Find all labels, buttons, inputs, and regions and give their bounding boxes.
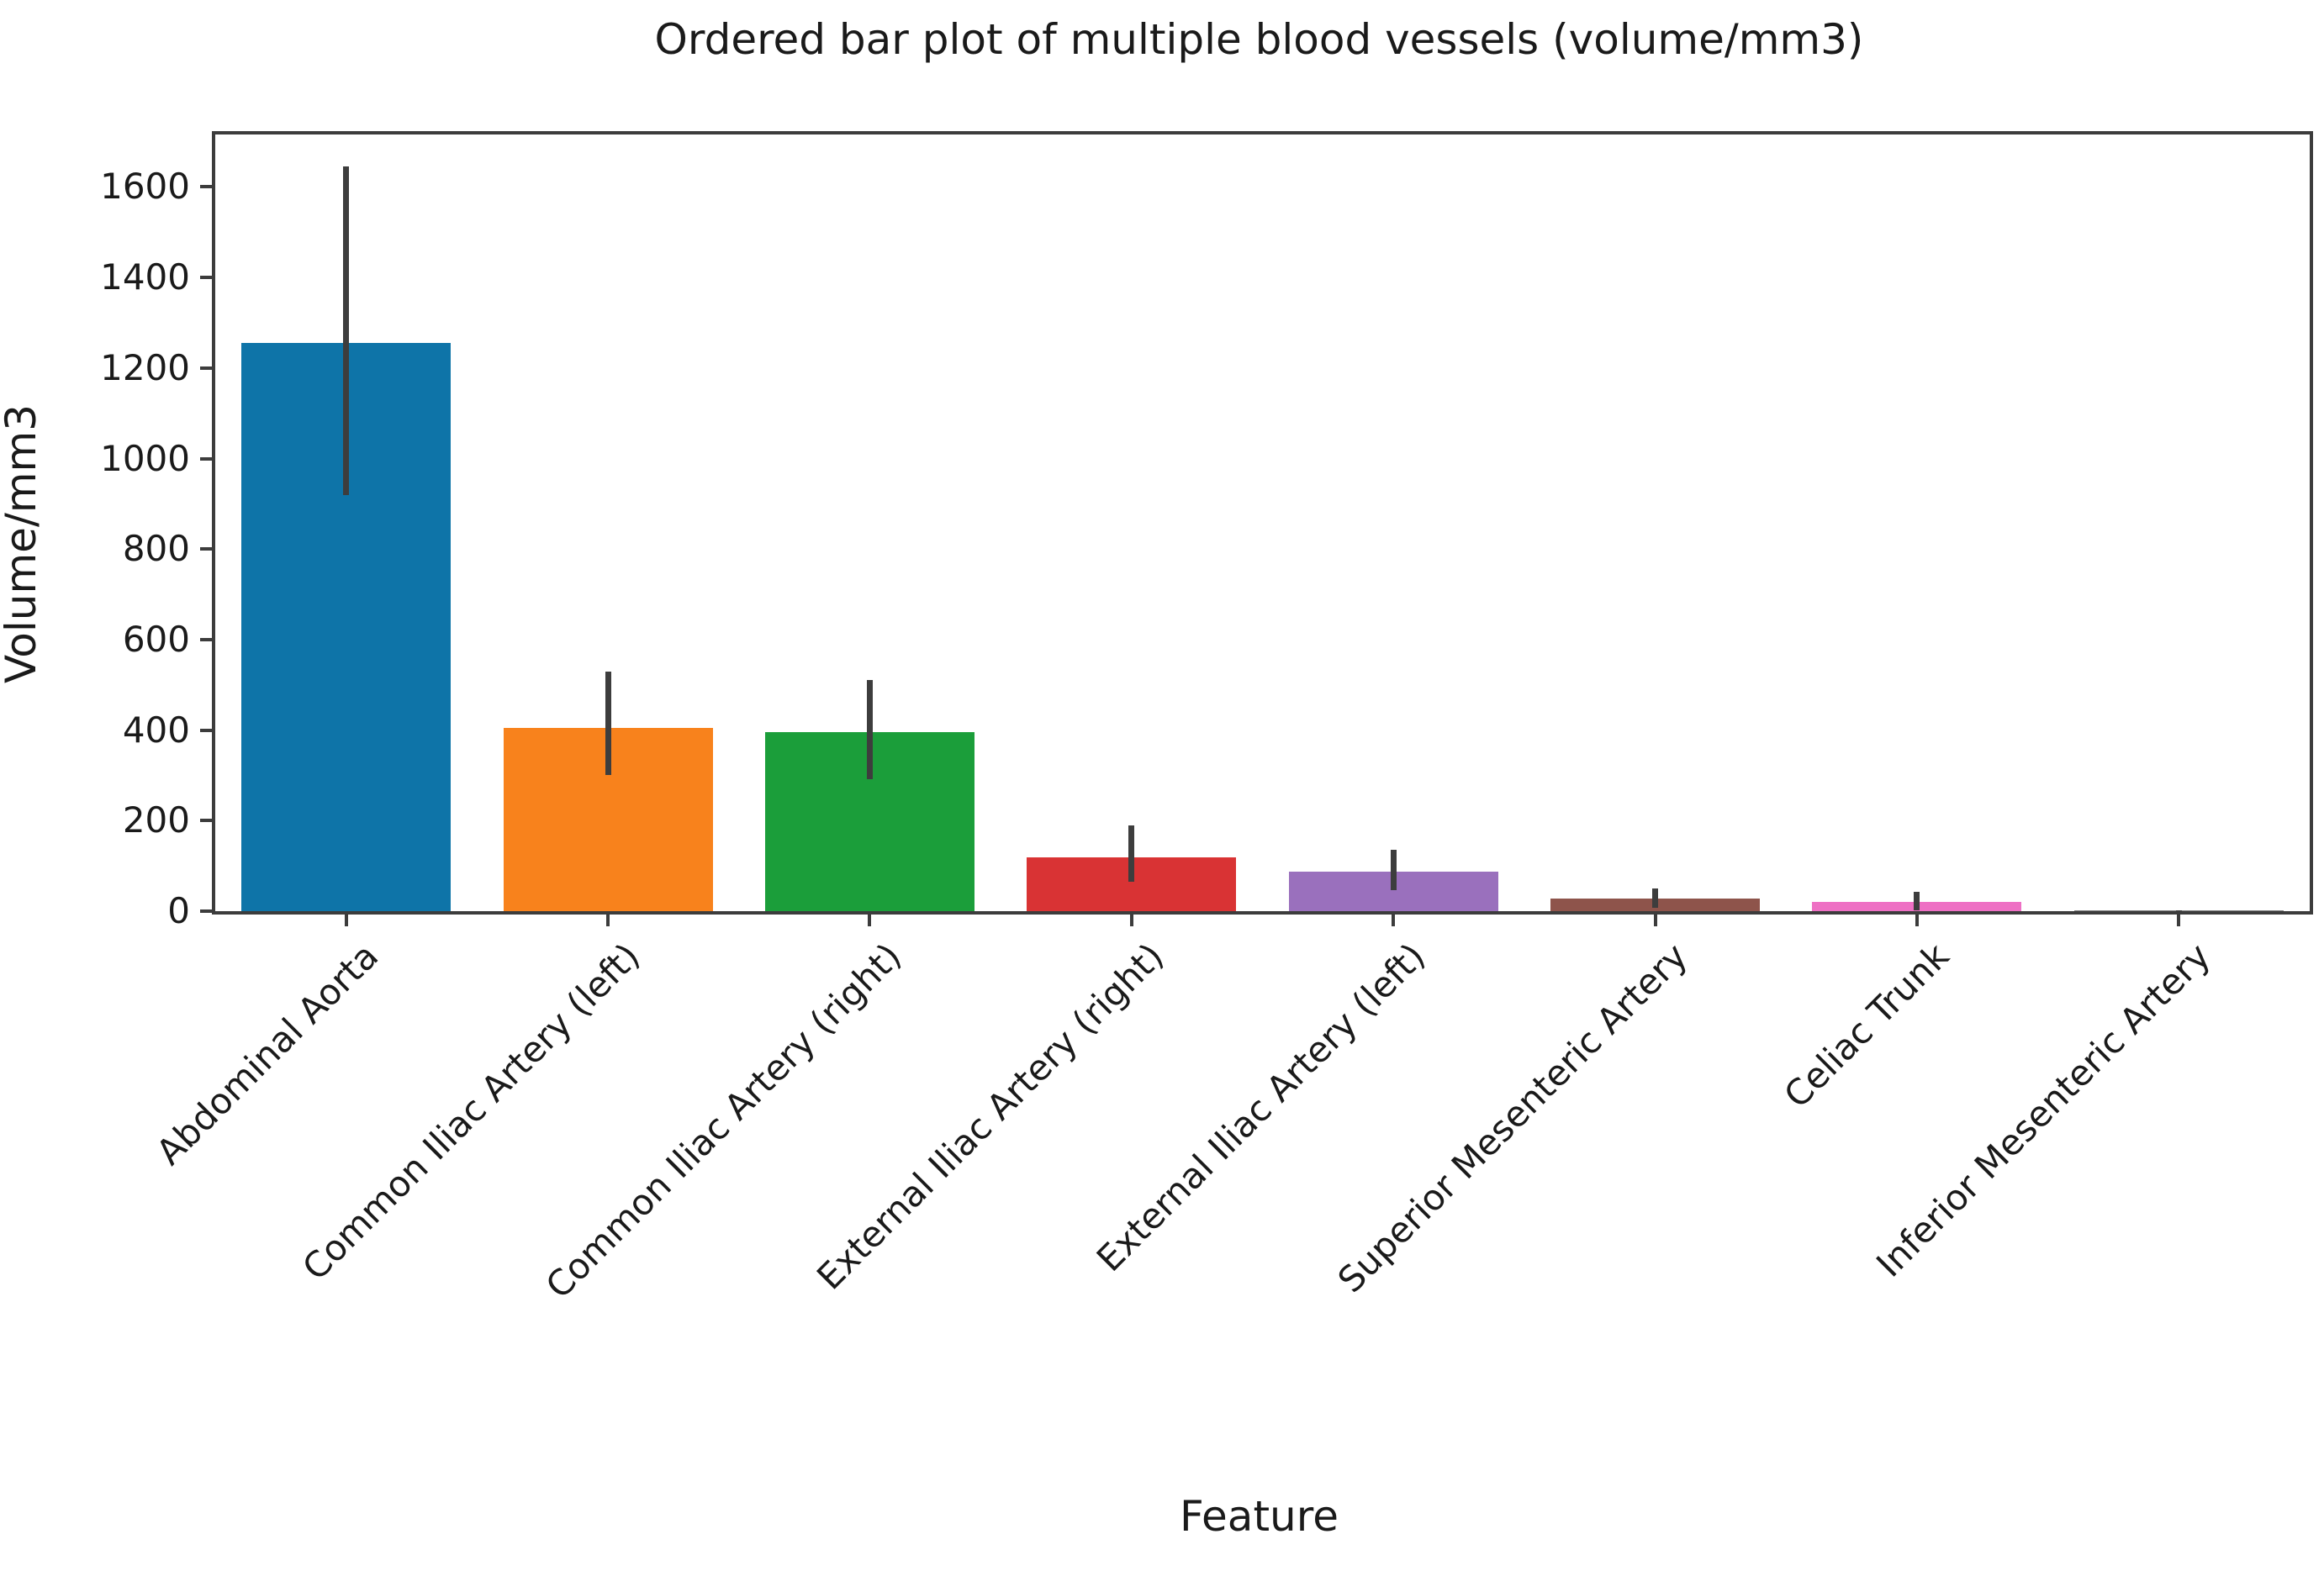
error-bar-common-iliac-artery-left: [605, 671, 611, 776]
plot-area: [212, 131, 2313, 915]
error-bar-abdominal-aorta: [343, 166, 350, 495]
y-axis-tick-mark: [200, 366, 212, 370]
y-axis-tick-label: 200: [122, 799, 190, 841]
y-axis-tick-label: 800: [122, 528, 190, 570]
y-axis-tick-label: 400: [122, 709, 190, 751]
x-axis-tick-mark: [1653, 915, 1657, 926]
x-axis-tick-mark: [868, 915, 872, 926]
y-axis-tick-label: 1200: [100, 346, 190, 388]
y-axis-tick-mark: [200, 185, 212, 189]
y-axis-label: Volume/mm3: [0, 403, 45, 684]
y-axis-tick-label: 1600: [100, 166, 190, 208]
y-axis-tick-mark: [200, 637, 212, 641]
y-axis-tick-mark: [200, 909, 212, 913]
y-axis-tick-mark: [200, 728, 212, 732]
error-bar-celiac-trunk: [1914, 891, 1920, 910]
x-axis-tick-mark: [606, 915, 610, 926]
y-axis-tick-label: 0: [167, 890, 190, 931]
x-axis-tick-mark: [344, 915, 348, 926]
y-axis-tick-label: 1400: [100, 256, 190, 298]
x-axis-tick-mark: [1915, 915, 1919, 926]
x-axis-tick-mark: [1129, 915, 1133, 926]
y-axis-tick-mark: [200, 547, 212, 551]
error-bar-superior-mesenteric-artery: [1652, 888, 1659, 908]
x-axis-label: Feature: [1180, 1492, 1339, 1541]
y-axis-tick-label: 1000: [100, 437, 190, 479]
y-axis-tick-mark: [200, 276, 212, 280]
x-axis-tick-mark: [1392, 915, 1396, 926]
y-axis-tick-mark: [200, 819, 212, 823]
x-axis-tick-mark: [2177, 915, 2181, 926]
y-axis-tick-label: 600: [122, 618, 190, 660]
error-bar-common-iliac-artery-right: [866, 679, 873, 779]
x-axis-tick-label-common-iliac-artery-left: Common Iliac Artery (left): [294, 935, 648, 1289]
chart-title: Ordered bar plot of multiple blood vesse…: [654, 15, 1864, 64]
error-bar-inferior-mesenteric-artery: [2175, 909, 2182, 911]
error-bar-external-iliac-artery-left: [1390, 849, 1397, 891]
y-axis-tick-mark: [200, 456, 212, 461]
error-bar-external-iliac-artery-right: [1128, 825, 1135, 882]
